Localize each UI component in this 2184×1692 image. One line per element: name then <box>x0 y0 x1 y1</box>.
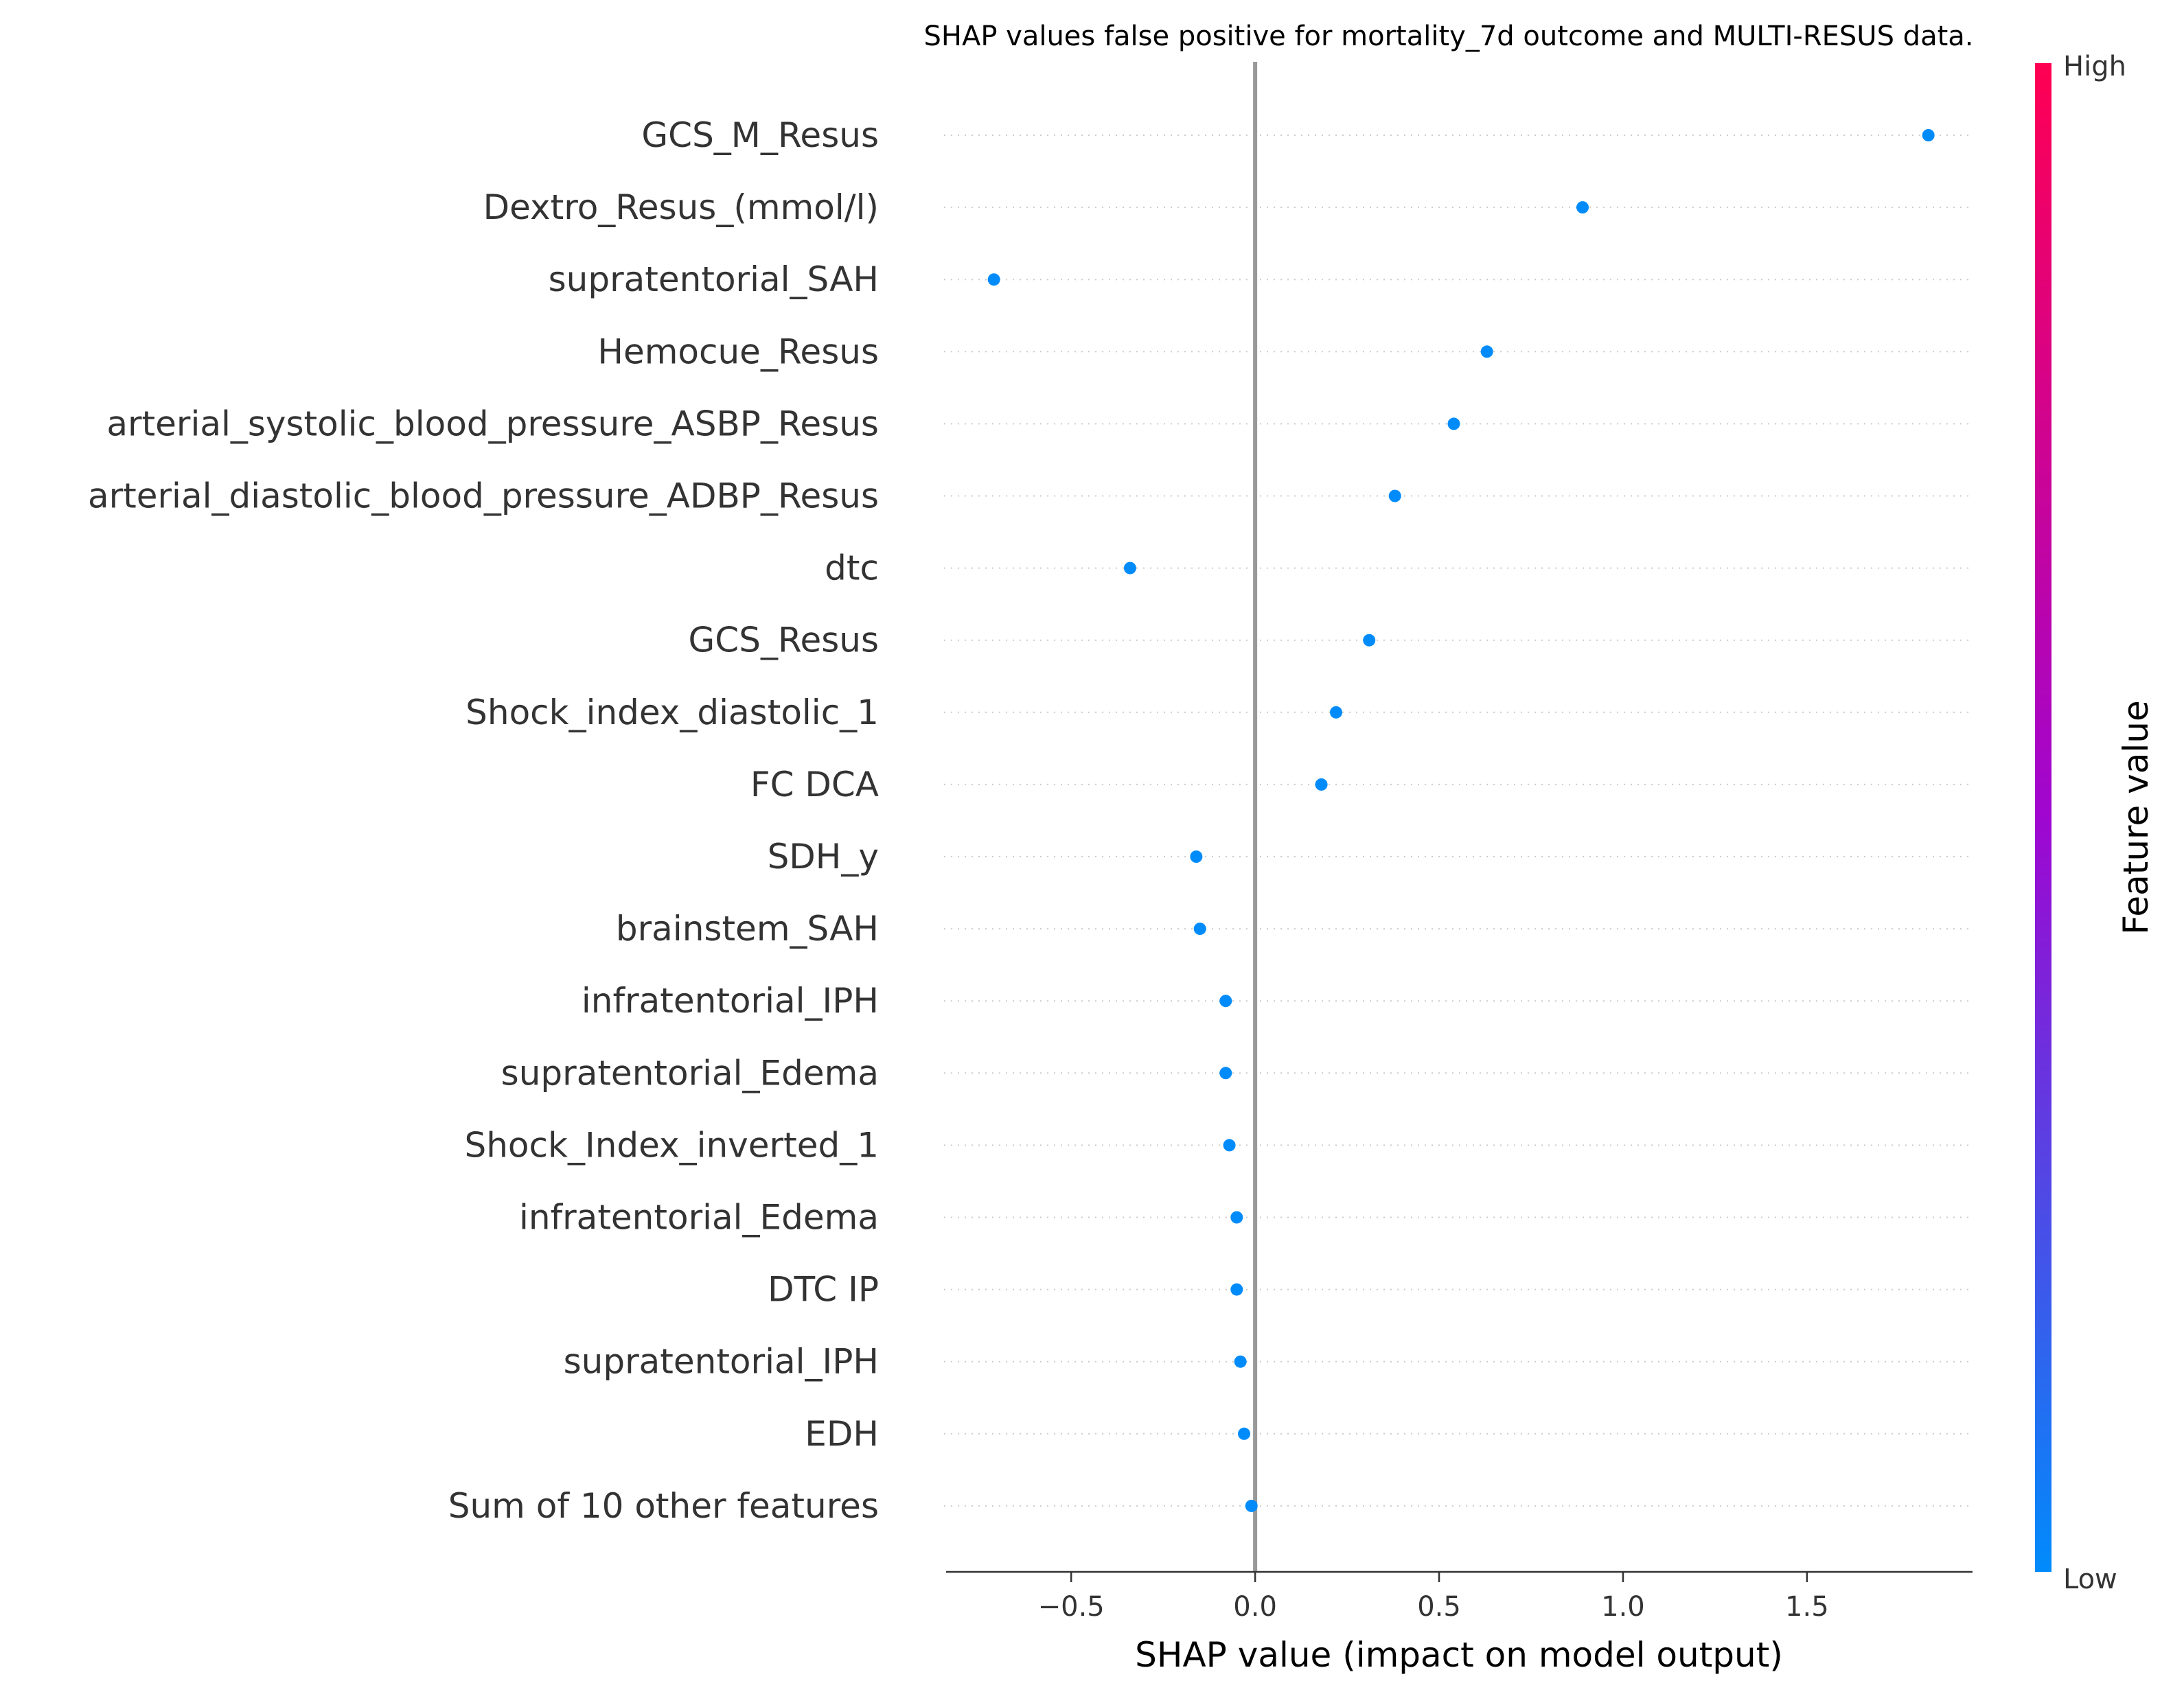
feature-label: Hemocue_Resus <box>597 332 879 371</box>
colorbar-low-label: Low <box>2063 1564 2117 1595</box>
shap-points <box>987 129 1935 1512</box>
shap-point <box>1230 1283 1243 1296</box>
shap-point <box>1230 1211 1243 1224</box>
x-tick-label: 1.5 <box>1785 1591 1829 1623</box>
shap-point <box>1245 1499 1258 1512</box>
feature-label: Shock_Index_inverted_1 <box>464 1125 879 1165</box>
x-tick-label: 0.0 <box>1233 1591 1277 1623</box>
shap-point <box>1234 1355 1247 1368</box>
shap-point <box>1329 706 1342 719</box>
feature-label: supratentorial_Edema <box>501 1053 879 1093</box>
shap-point <box>1238 1427 1251 1440</box>
feature-label: SDH_y <box>768 837 879 877</box>
shap-point <box>1388 489 1401 502</box>
feature-label: infratentorial_IPH <box>582 981 879 1021</box>
shap-point <box>1315 778 1328 791</box>
feature-label: arterial_systolic_blood_pressure_ASBP_Re… <box>106 404 879 443</box>
chart-title: SHAP values false positive for mortality… <box>923 21 1973 52</box>
feature-label: Dextro_Resus_(mmol/l) <box>483 187 879 227</box>
x-axis-title: SHAP value (impact on model output) <box>1135 1635 1783 1675</box>
shap-point <box>1193 923 1206 936</box>
feature-label: GCS_M_Resus <box>641 115 879 155</box>
colorbar <box>2035 63 2051 1572</box>
feature-label: brainstem_SAH <box>616 909 879 949</box>
x-tick-label: −0.5 <box>1038 1591 1105 1623</box>
shap-point <box>1576 201 1589 214</box>
feature-label: GCS_Resus <box>689 621 879 660</box>
shap-point <box>1447 417 1460 430</box>
colorbar-title: Feature value <box>2116 700 2156 934</box>
shap-point <box>1219 995 1232 1008</box>
shap-point <box>1223 1139 1236 1152</box>
feature-label: EDH <box>805 1414 879 1454</box>
x-tick-label: 1.0 <box>1601 1591 1645 1623</box>
feature-label: DTC IP <box>768 1270 879 1310</box>
shap-point <box>1480 345 1493 358</box>
feature-label: supratentorial_SAH <box>549 259 879 299</box>
x-tick-label: 0.5 <box>1417 1591 1461 1623</box>
shap-point <box>1219 1067 1232 1080</box>
feature-label: Shock_index_diastolic_1 <box>465 693 879 732</box>
feature-rows: GCS_M_Resus Dextro_Resus_(mmol/l) supraten… <box>88 115 1970 1526</box>
shap-point <box>1922 129 1935 141</box>
feature-label: FC DCA <box>750 765 879 804</box>
shap-point <box>1123 561 1136 575</box>
feature-label: Sum of 10 other features <box>448 1486 879 1526</box>
colorbar-high-label: High <box>2063 51 2126 82</box>
feature-label: dtc <box>825 548 879 588</box>
x-axis-ticks: −0.5 0.0 0.5 1.0 1.5 <box>1038 1572 1829 1623</box>
feature-label: arterial_diastolic_blood_pressure_ADBP_R… <box>88 476 879 516</box>
feature-label: supratentorial_IPH <box>564 1342 879 1382</box>
shap-point <box>1190 850 1203 863</box>
feature-label: infratentorial_Edema <box>519 1198 879 1238</box>
shap-point <box>1363 634 1376 647</box>
shap-point <box>987 273 1000 286</box>
